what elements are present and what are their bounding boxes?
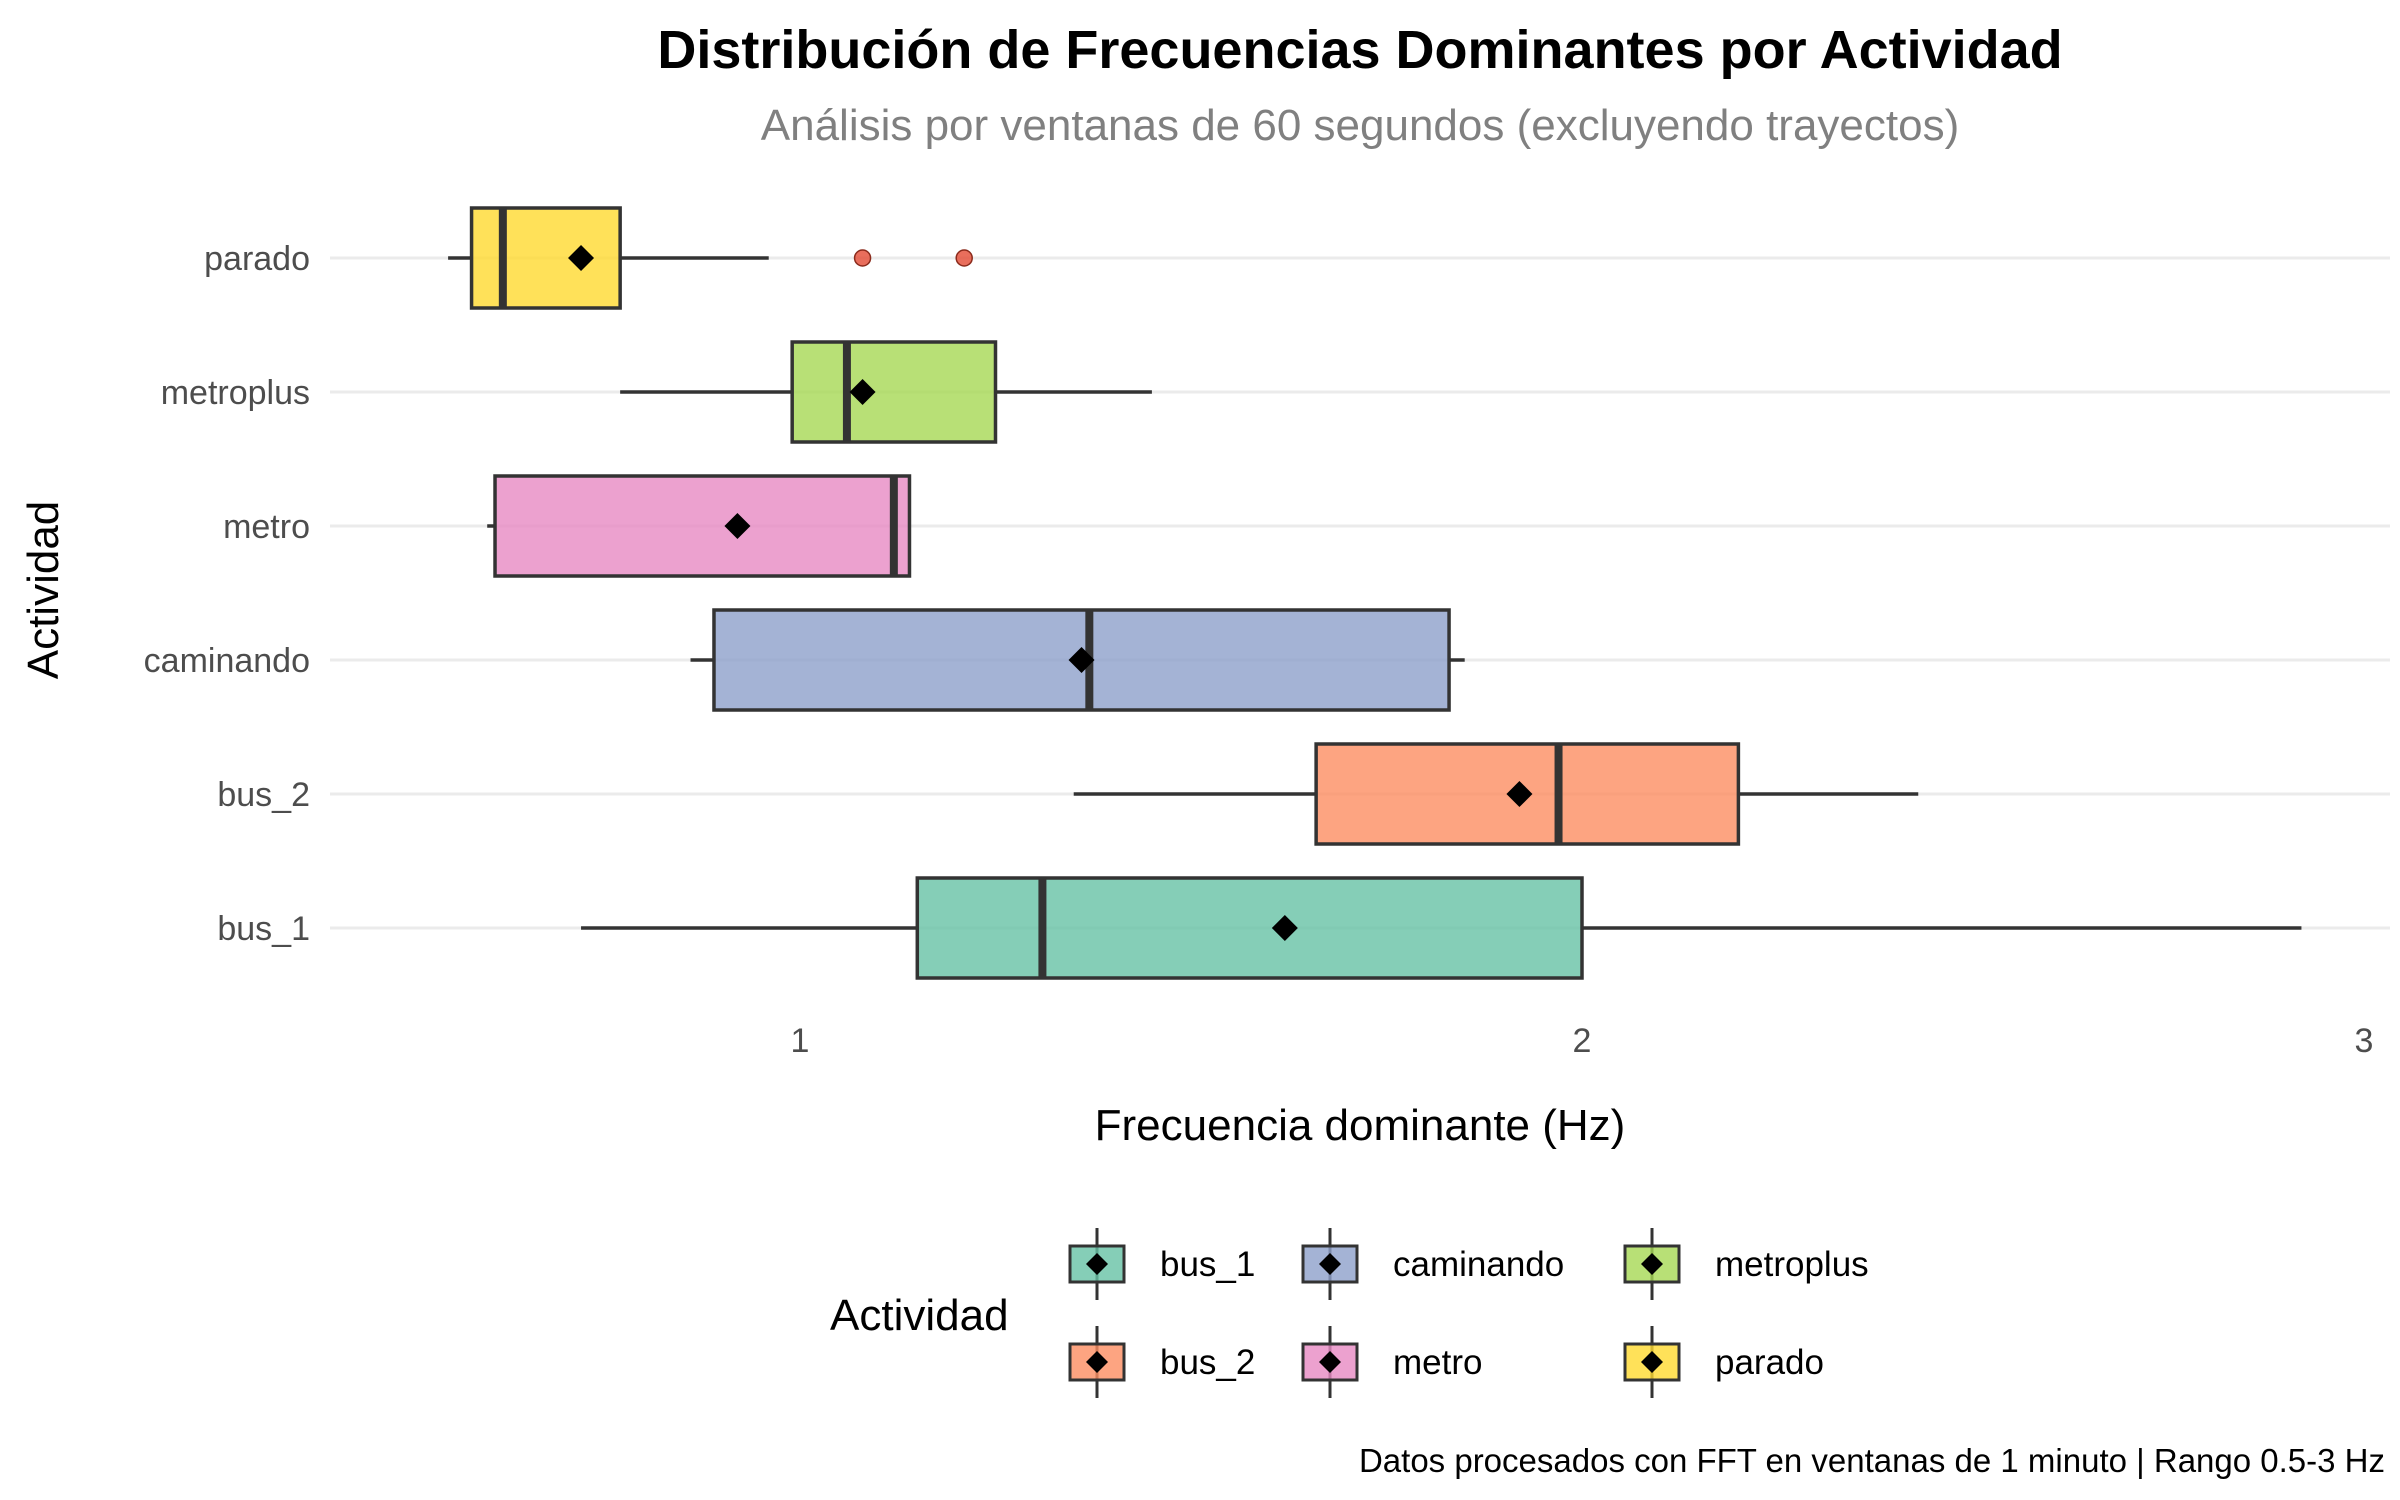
boxplots [448,206,2302,980]
x-tick-label-1: 1 [791,1022,810,1060]
mean-marker-caminando [1068,647,1095,673]
y-tick-label-caminando: caminando [144,642,310,680]
x-tick-label-2: 2 [1573,1022,1592,1060]
box-caminando [690,608,1465,712]
x-tick-label-3: 3 [2355,1022,2374,1060]
x-axis-title: Frecuencia dominante (Hz) [1095,1101,1626,1150]
legend-label-bus_1: bus_1 [1160,1245,1255,1284]
legend: bus_1 bus_2 caminando metro metroplus parado [1068,1228,1869,1398]
mean-marker-bus_2 [1506,781,1533,807]
box-parado [448,206,973,310]
legend-item-metroplus: metroplus [1623,1228,1869,1300]
legend-item-parado: parado [1623,1326,1824,1398]
y-tick-label-parado: parado [204,240,310,278]
legend-label-caminando: caminando [1393,1245,1564,1284]
legend-title: Actividad [830,1291,1009,1340]
y-tick-labels: parado metroplus metro caminando bus_2 bus_1 [144,240,310,948]
legend-label-metro: metro [1393,1343,1482,1382]
outlier-parado-0 [853,249,872,267]
box-metroplus [620,340,1152,444]
box-iqr-metro [493,474,912,578]
legend-item-bus_2: bus_2 [1068,1326,1255,1398]
mean-marker-metroplus [849,379,876,405]
mean-marker-metro [724,513,751,539]
outlier-parado-1 [955,249,973,267]
x-tick-labels: 1 2 3 [791,1022,2374,1060]
y-tick-label-bus_1: bus_1 [217,910,310,948]
box-bus_2 [1073,742,1919,846]
legend-item-metro: metro [1301,1326,1482,1398]
y-tick-label-bus_2: bus_2 [217,776,310,814]
box-iqr-metroplus [790,340,998,444]
box-iqr-parado [469,206,622,310]
y-tick-label-metroplus: metroplus [161,374,310,412]
legend-label-metroplus: metroplus [1715,1245,1869,1284]
legend-item-caminando: caminando [1301,1228,1564,1300]
box-iqr-bus_1 [915,876,1584,980]
y-tick-label-metro: metro [223,508,310,546]
chart-subtitle: Análisis por ventanas de 60 segundos (ex… [761,101,1959,150]
y-axis-title: Actividad [19,501,68,680]
mean-marker-parado [568,245,595,271]
legend-label-parado: parado [1715,1343,1824,1382]
legend-item-bus_1: bus_1 [1068,1228,1255,1300]
legend-label-bus_2: bus_2 [1160,1343,1255,1382]
box-metro [487,474,912,578]
chart-caption: Datos procesados con FFT en ventanas de … [1359,1442,2385,1479]
mean-marker-bus_1 [1271,915,1298,941]
chart-title: Distribución de Frecuencias Dominantes p… [657,20,2062,80]
box-bus_1 [581,876,2302,980]
